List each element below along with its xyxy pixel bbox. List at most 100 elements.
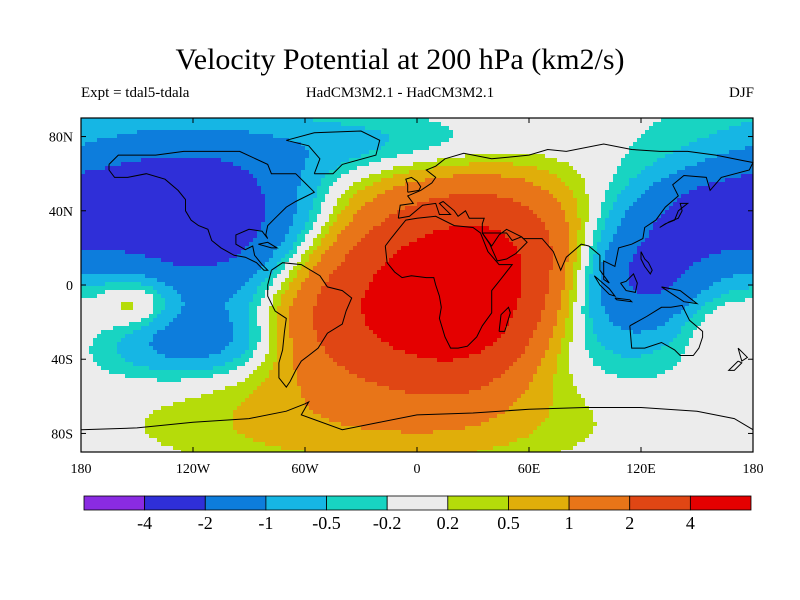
field-cell [225, 426, 230, 431]
field-cell [81, 146, 86, 151]
field-cell [89, 350, 94, 355]
field-cell [149, 234, 154, 239]
field-cell [209, 154, 214, 159]
field-cell [161, 334, 166, 339]
field-cell [245, 142, 250, 147]
field-cell [209, 310, 214, 315]
field-cell [141, 438, 146, 443]
field-cell [313, 246, 318, 251]
field-cell [161, 178, 166, 183]
field-cell [301, 266, 306, 271]
field-cell [157, 398, 162, 403]
field-cell [265, 218, 270, 223]
field-cell [113, 186, 118, 191]
field-cell [117, 262, 122, 267]
field-cell [109, 254, 114, 259]
field-cell [237, 338, 242, 343]
field-cell [277, 414, 282, 419]
field-cell [289, 278, 294, 283]
field-cell [261, 430, 266, 435]
field-cell [229, 326, 234, 331]
field-cell [269, 346, 274, 351]
field-cell [261, 210, 266, 215]
field-cell [105, 294, 110, 299]
field-cell [193, 246, 198, 251]
field-cell [101, 358, 106, 363]
field-cell [277, 306, 282, 311]
field-cell [129, 438, 134, 443]
field-cell [245, 318, 250, 323]
field-cell [97, 310, 102, 315]
field-cell [229, 126, 234, 131]
field-cell [317, 166, 322, 171]
field-cell [269, 326, 274, 331]
field-cell [105, 246, 110, 251]
field-cell [193, 330, 198, 335]
field-cell [317, 206, 322, 211]
field-cell [101, 278, 106, 283]
field-cell [189, 134, 194, 139]
field-cell [113, 290, 118, 295]
field-cell [121, 438, 126, 443]
field-cell [125, 350, 130, 355]
field-cell [309, 194, 314, 199]
field-cell [161, 118, 166, 123]
field-cell [197, 342, 202, 347]
field-cell [109, 414, 114, 419]
field-cell [117, 406, 122, 411]
field-cell [109, 134, 114, 139]
field-cell [129, 362, 134, 367]
field-cell [201, 150, 206, 155]
field-cell [301, 118, 306, 123]
field-cell [125, 238, 130, 243]
field-cell [181, 138, 186, 143]
field-cell [109, 390, 114, 395]
field-cell [301, 214, 306, 219]
field-cell [113, 422, 118, 427]
field-cell [165, 410, 170, 415]
field-cell [253, 270, 258, 275]
field-cell [121, 270, 126, 275]
field-cell [221, 242, 226, 247]
field-cell [229, 238, 234, 243]
field-cell [273, 194, 278, 199]
field-cell [241, 382, 246, 387]
field-cell [173, 170, 178, 175]
field-cell [161, 354, 166, 359]
field-cell [133, 138, 138, 143]
field-cell [129, 222, 134, 227]
field-cell [117, 246, 122, 251]
field-cell [149, 198, 154, 203]
field-cell [257, 170, 262, 175]
field-cell [253, 238, 258, 243]
field-cell [281, 206, 286, 211]
field-cell [117, 346, 122, 351]
field-cell [117, 290, 122, 295]
field-cell [301, 286, 306, 291]
field-cell [273, 434, 278, 439]
field-cell [193, 386, 198, 391]
field-cell [281, 426, 286, 431]
field-cell [309, 206, 314, 211]
field-cell [165, 166, 170, 171]
field-cell [173, 238, 178, 243]
field-cell [169, 118, 174, 123]
field-cell [129, 270, 134, 275]
field-cell [145, 238, 150, 243]
field-cell [305, 154, 310, 159]
field-cell [161, 198, 166, 203]
field-cell [173, 342, 178, 347]
field-cell [113, 194, 118, 199]
field-cell [297, 402, 302, 407]
field-cell [81, 158, 86, 163]
field-cell [129, 262, 134, 267]
field-cell [97, 370, 102, 375]
field-cell [97, 178, 102, 183]
field-cell [301, 322, 306, 327]
field-cell [253, 258, 258, 263]
field-cell [93, 146, 98, 151]
field-cell [113, 250, 118, 255]
field-cell [173, 182, 178, 187]
field-cell [201, 302, 206, 307]
field-cell [277, 354, 282, 359]
